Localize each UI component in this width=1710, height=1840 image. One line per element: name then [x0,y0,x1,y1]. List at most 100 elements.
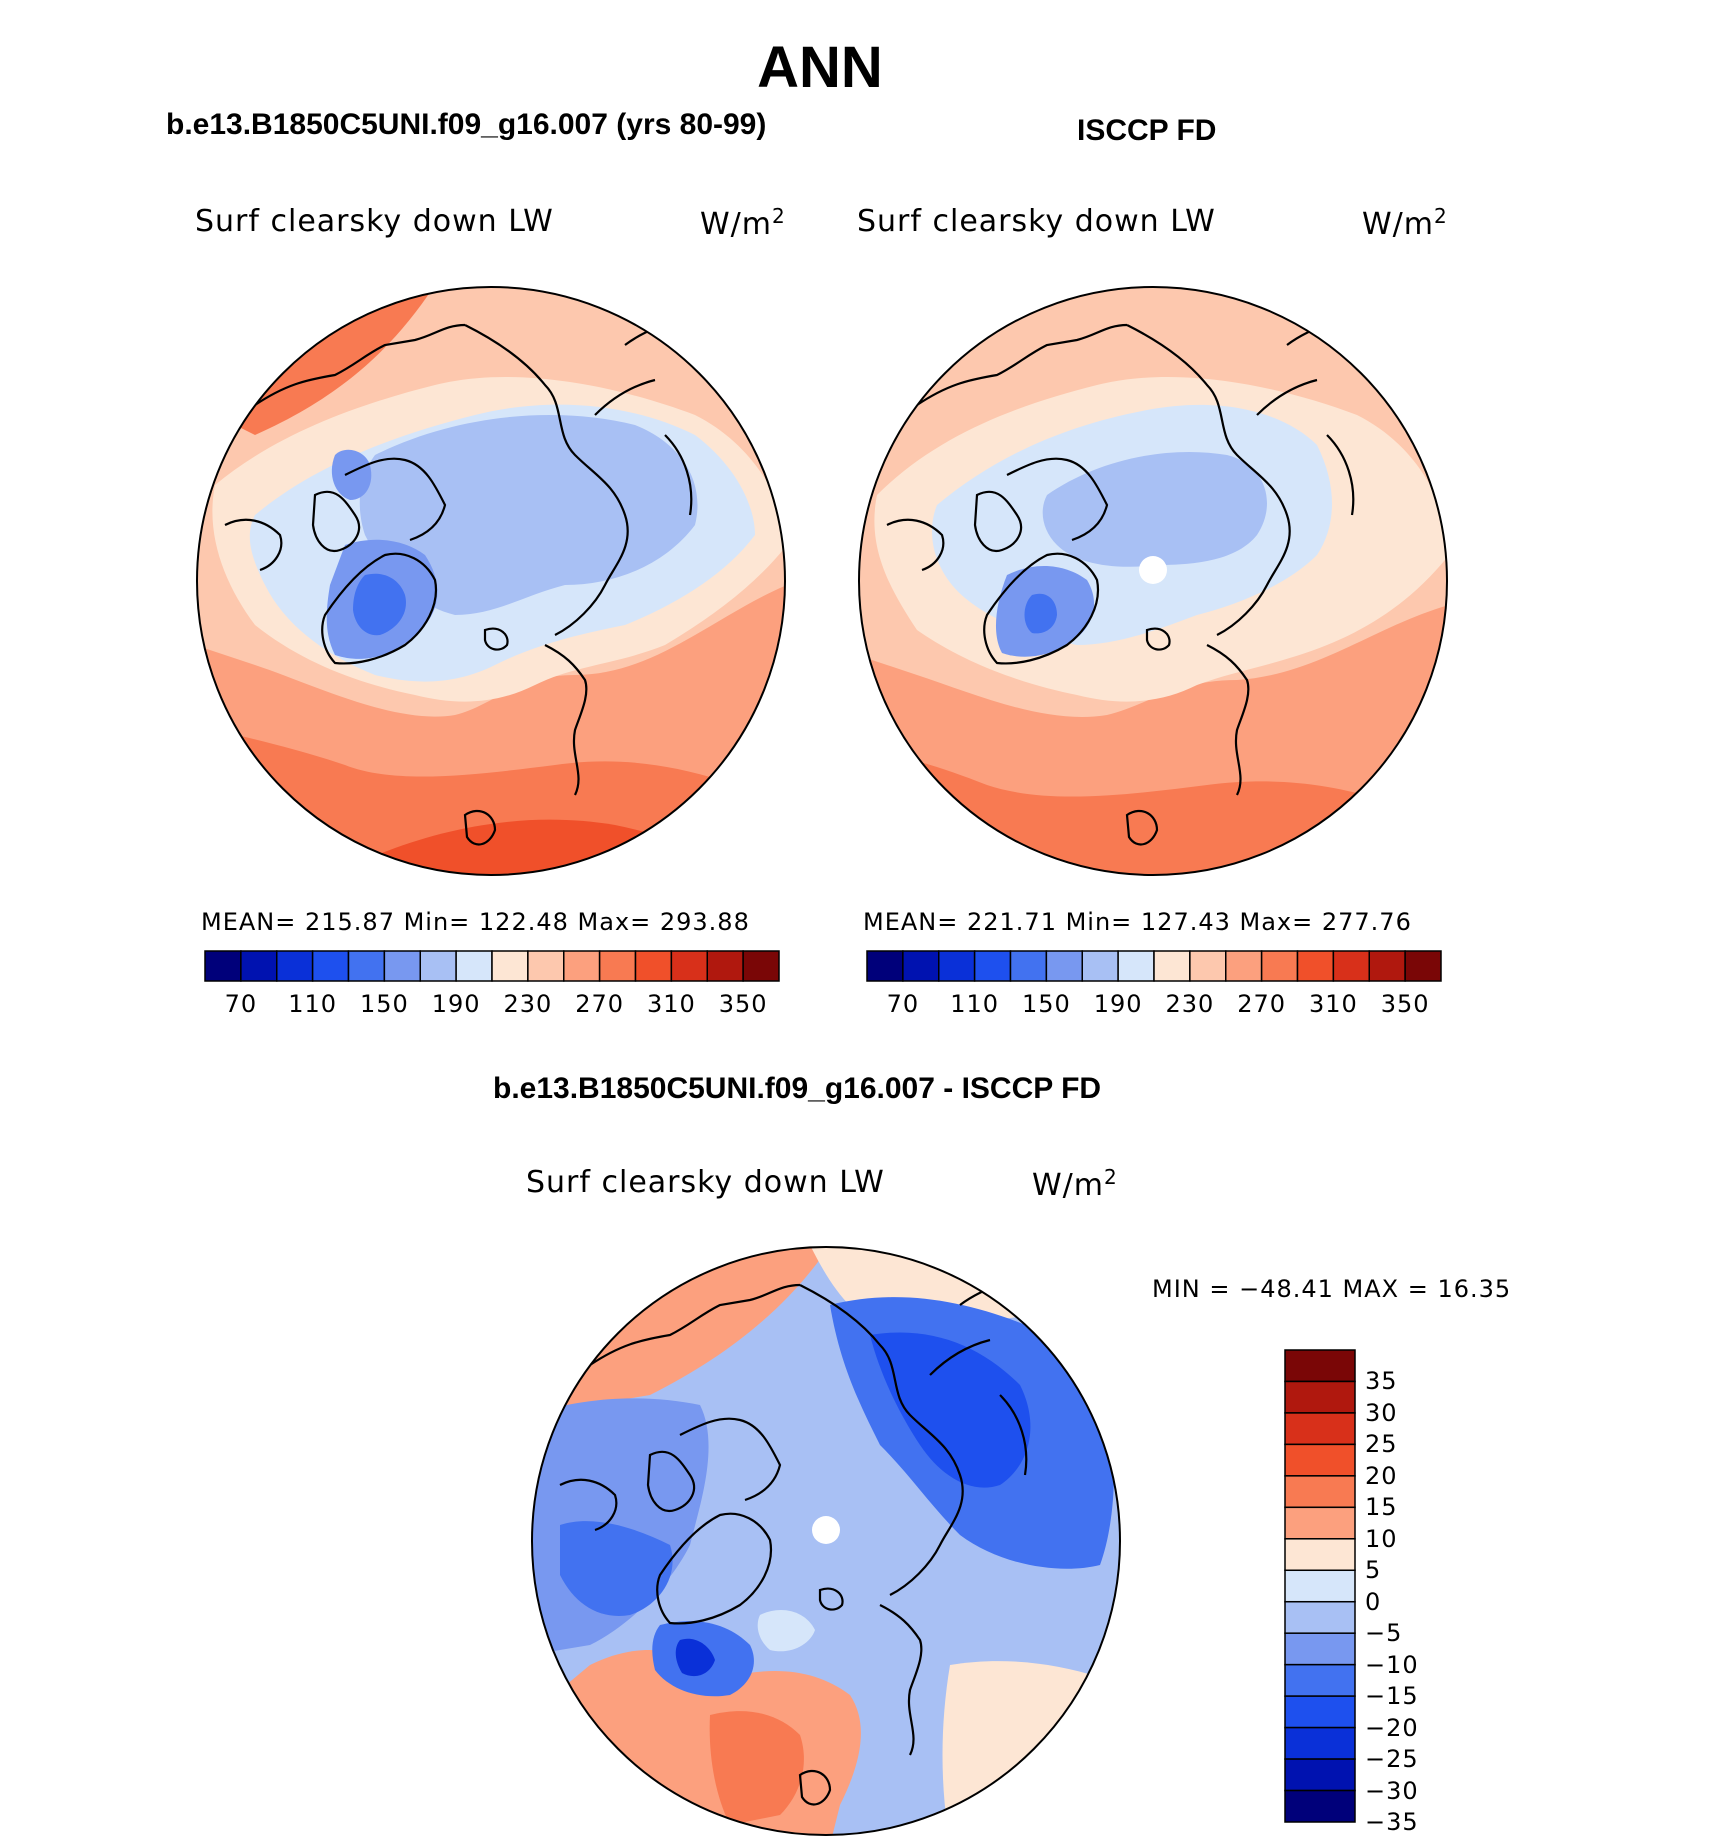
panel-2-title: ISCCP FD [1077,114,1217,147]
colorbar-swatch [276,950,314,982]
colorbar-tick-label: −10 [1365,1650,1419,1679]
colorbar-swatch [1284,1632,1356,1666]
colorbar-swatch [902,950,940,982]
colorbar-tick-label: 110 [288,990,338,1018]
colorbar-swatch [455,950,493,982]
colorbar-tick-label: 30 [1365,1398,1398,1427]
colorbar-tick-label: −30 [1365,1776,1419,1805]
difference-variable: Surf clearsky down LW [526,1165,885,1200]
difference-colorbar-ticks: 35 30 25 20 15 10 5 0 −5 −10 −15 −20 −25 −30 −35 [1365,1350,1445,1836]
colorbar-tick-label: 350 [1380,990,1430,1018]
colorbar-tick-label: 310 [646,990,696,1018]
difference-minmax: MIN = −48.41 MAX = 16.35 [1152,1275,1512,1303]
colorbar-tick-label: 0 [1365,1587,1382,1616]
panel-1-variable: Surf clearsky down LW [195,204,554,239]
colorbar-tick-label: 270 [575,990,625,1018]
colorbar-swatch [1009,950,1048,982]
colorbar-swatch [742,950,780,982]
difference-units: W/m2 [1032,1165,1118,1203]
colorbar-swatch [347,950,386,982]
colorbar-swatch [1260,950,1299,982]
colorbar-swatch [563,950,601,982]
colorbar-swatch [419,950,457,982]
colorbar-tick-label: 190 [431,990,481,1018]
colorbar-swatch [1284,1600,1356,1634]
colorbar-swatch [1117,950,1155,982]
colorbar-tick-label: 310 [1308,990,1358,1018]
obs-polar-map [858,286,1448,876]
colorbar-swatch [491,950,529,982]
colorbar-swatch [383,950,421,982]
colorbar-tick-label: 15 [1365,1493,1398,1522]
colorbar-swatch [1284,1726,1356,1760]
colorbar-tick-label: 70 [886,990,920,1018]
colorbar-swatch [1296,950,1335,982]
colorbar-swatch [527,950,565,982]
colorbar-swatch [1284,1663,1356,1697]
colorbar-tick-label: −5 [1365,1619,1403,1648]
difference-title: b.e13.B1850C5UNI.f09_g16.007 - ISCCP FD [493,1072,1102,1105]
colorbar-swatch [1284,1758,1356,1792]
panel-1-colorbar [204,950,780,982]
panel-1-title: b.e13.B1850C5UNI.f09_g16.007 (yrs 80-99) [166,108,767,141]
colorbar-tick-label: 190 [1093,990,1143,1018]
colorbar-tick-label: 270 [1237,990,1287,1018]
colorbar-tick-label: 150 [1021,990,1071,1018]
colorbar-tick-label: 110 [950,990,1000,1018]
panel-2-colorbar [866,950,1442,982]
colorbar-swatch [1081,950,1119,982]
difference-colorbar [1284,1349,1356,1823]
colorbar-tick-label: 20 [1365,1461,1398,1490]
colorbar-swatch [706,950,744,982]
colorbar-swatch [1404,950,1442,982]
colorbar-swatch [1284,1789,1356,1823]
colorbar-swatch [598,950,637,982]
colorbar-swatch [1284,1506,1356,1540]
colorbar-tick-label: −25 [1365,1745,1419,1774]
colorbar-tick-label: 70 [224,990,258,1018]
panel-2-variable: Surf clearsky down LW [857,204,1216,239]
colorbar-tick-label: 230 [503,990,553,1018]
colorbar-swatch [1284,1349,1356,1383]
colorbar-swatch [1284,1569,1356,1603]
colorbar-swatch [1045,950,1083,982]
colorbar-swatch [1225,950,1263,982]
colorbar-tick-label: 10 [1365,1524,1398,1553]
colorbar-swatch [938,950,976,982]
colorbar-swatch [1368,950,1406,982]
colorbar-swatch [1189,950,1227,982]
colorbar-swatch [1284,1412,1356,1446]
colorbar-tick-label: 5 [1365,1556,1382,1585]
colorbar-swatch [1284,1380,1356,1414]
main-title: ANN [757,35,883,100]
colorbar-tick-label: 350 [718,990,768,1018]
colorbar-swatch [311,950,350,982]
colorbar-tick-label: 150 [359,990,409,1018]
panel-1-stats: MEAN= 215.87 Min= 122.48 Max= 293.88 [201,908,750,936]
difference-polar-map [531,1246,1121,1836]
colorbar-tick-label: −20 [1365,1713,1419,1742]
panel-1-colorbar-ticks: 70 110 150 190 230 270 310 350 [205,990,779,1020]
colorbar-swatch [204,950,242,982]
colorbar-swatch [1332,950,1370,982]
colorbar-swatch [240,950,278,982]
colorbar-swatch [1284,1475,1356,1509]
colorbar-tick-label: −15 [1365,1682,1419,1711]
colorbar-swatch [866,950,904,982]
panel-2-colorbar-ticks: 70 110 150 190 230 270 310 350 [867,990,1441,1020]
colorbar-tick-label: 230 [1165,990,1215,1018]
colorbar-swatch [1284,1443,1356,1477]
colorbar-tick-label: 35 [1365,1367,1398,1396]
colorbar-tick-label: 25 [1365,1430,1398,1459]
colorbar-swatch [1153,950,1191,982]
colorbar-tick-label: −35 [1365,1808,1419,1836]
colorbar-swatch [1284,1538,1356,1572]
panel-1-units: W/m2 [700,204,786,242]
colorbar-swatch [1284,1695,1356,1729]
colorbar-swatch [634,950,673,982]
model-polar-map [196,286,786,876]
colorbar-swatch [973,950,1012,982]
panel-2-stats: MEAN= 221.71 Min= 127.43 Max= 277.76 [863,908,1412,936]
panel-2-units: W/m2 [1362,204,1448,242]
colorbar-swatch [670,950,708,982]
